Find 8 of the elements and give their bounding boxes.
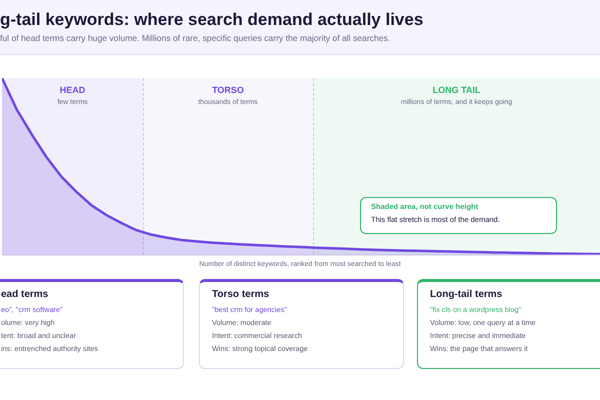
annotation: HEAD bbox=[58, 85, 86, 95]
chart-subtitle: ful of head terms carry huge volume. Millions of rare, specific queries carry the majority of all searches. bbox=[0, 33, 390, 43]
text: Long-tail terms bbox=[430, 289, 504, 300]
annotation: TORSO bbox=[211, 85, 245, 95]
text: ead terms bbox=[1, 289, 50, 300]
chart-title: g-tail keywords: where search demand actually lives bbox=[0, 10, 424, 30]
text: Torso terms bbox=[212, 289, 270, 300]
annotation: LONG TAIL bbox=[432, 85, 482, 95]
